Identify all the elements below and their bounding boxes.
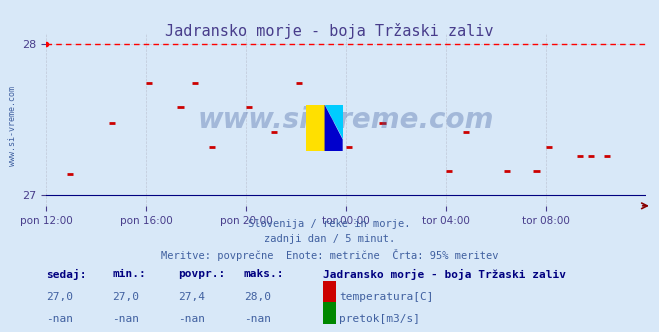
Polygon shape bbox=[325, 105, 343, 151]
Text: www.si-vreme.com: www.si-vreme.com bbox=[8, 86, 17, 166]
Text: 27,0: 27,0 bbox=[112, 292, 139, 302]
Text: 27,4: 27,4 bbox=[178, 292, 205, 302]
Text: -nan: -nan bbox=[46, 314, 73, 324]
Text: 27,0: 27,0 bbox=[46, 292, 73, 302]
Text: -nan: -nan bbox=[112, 314, 139, 324]
Text: 28,0: 28,0 bbox=[244, 292, 271, 302]
Text: povpr.:: povpr.: bbox=[178, 269, 225, 279]
Text: temperatura[C]: temperatura[C] bbox=[339, 292, 434, 302]
Text: Slovenija / reke in morje.: Slovenija / reke in morje. bbox=[248, 219, 411, 229]
Text: Jadransko morje - boja Tržaski zaliv: Jadransko morje - boja Tržaski zaliv bbox=[323, 269, 566, 280]
Text: Meritve: povprečne  Enote: metrične  Črta: 95% meritev: Meritve: povprečne Enote: metrične Črta:… bbox=[161, 249, 498, 261]
Polygon shape bbox=[306, 105, 325, 151]
Text: maks.:: maks.: bbox=[244, 269, 284, 279]
Text: min.:: min.: bbox=[112, 269, 146, 279]
Text: -nan: -nan bbox=[244, 314, 271, 324]
Text: pretok[m3/s]: pretok[m3/s] bbox=[339, 314, 420, 324]
Text: Jadransko morje - boja Tržaski zaliv: Jadransko morje - boja Tržaski zaliv bbox=[165, 23, 494, 39]
Text: -nan: -nan bbox=[178, 314, 205, 324]
Polygon shape bbox=[325, 105, 343, 139]
Text: sedaj:: sedaj: bbox=[46, 269, 86, 280]
Text: zadnji dan / 5 minut.: zadnji dan / 5 minut. bbox=[264, 234, 395, 244]
Text: www.si-vreme.com: www.si-vreme.com bbox=[198, 106, 494, 133]
